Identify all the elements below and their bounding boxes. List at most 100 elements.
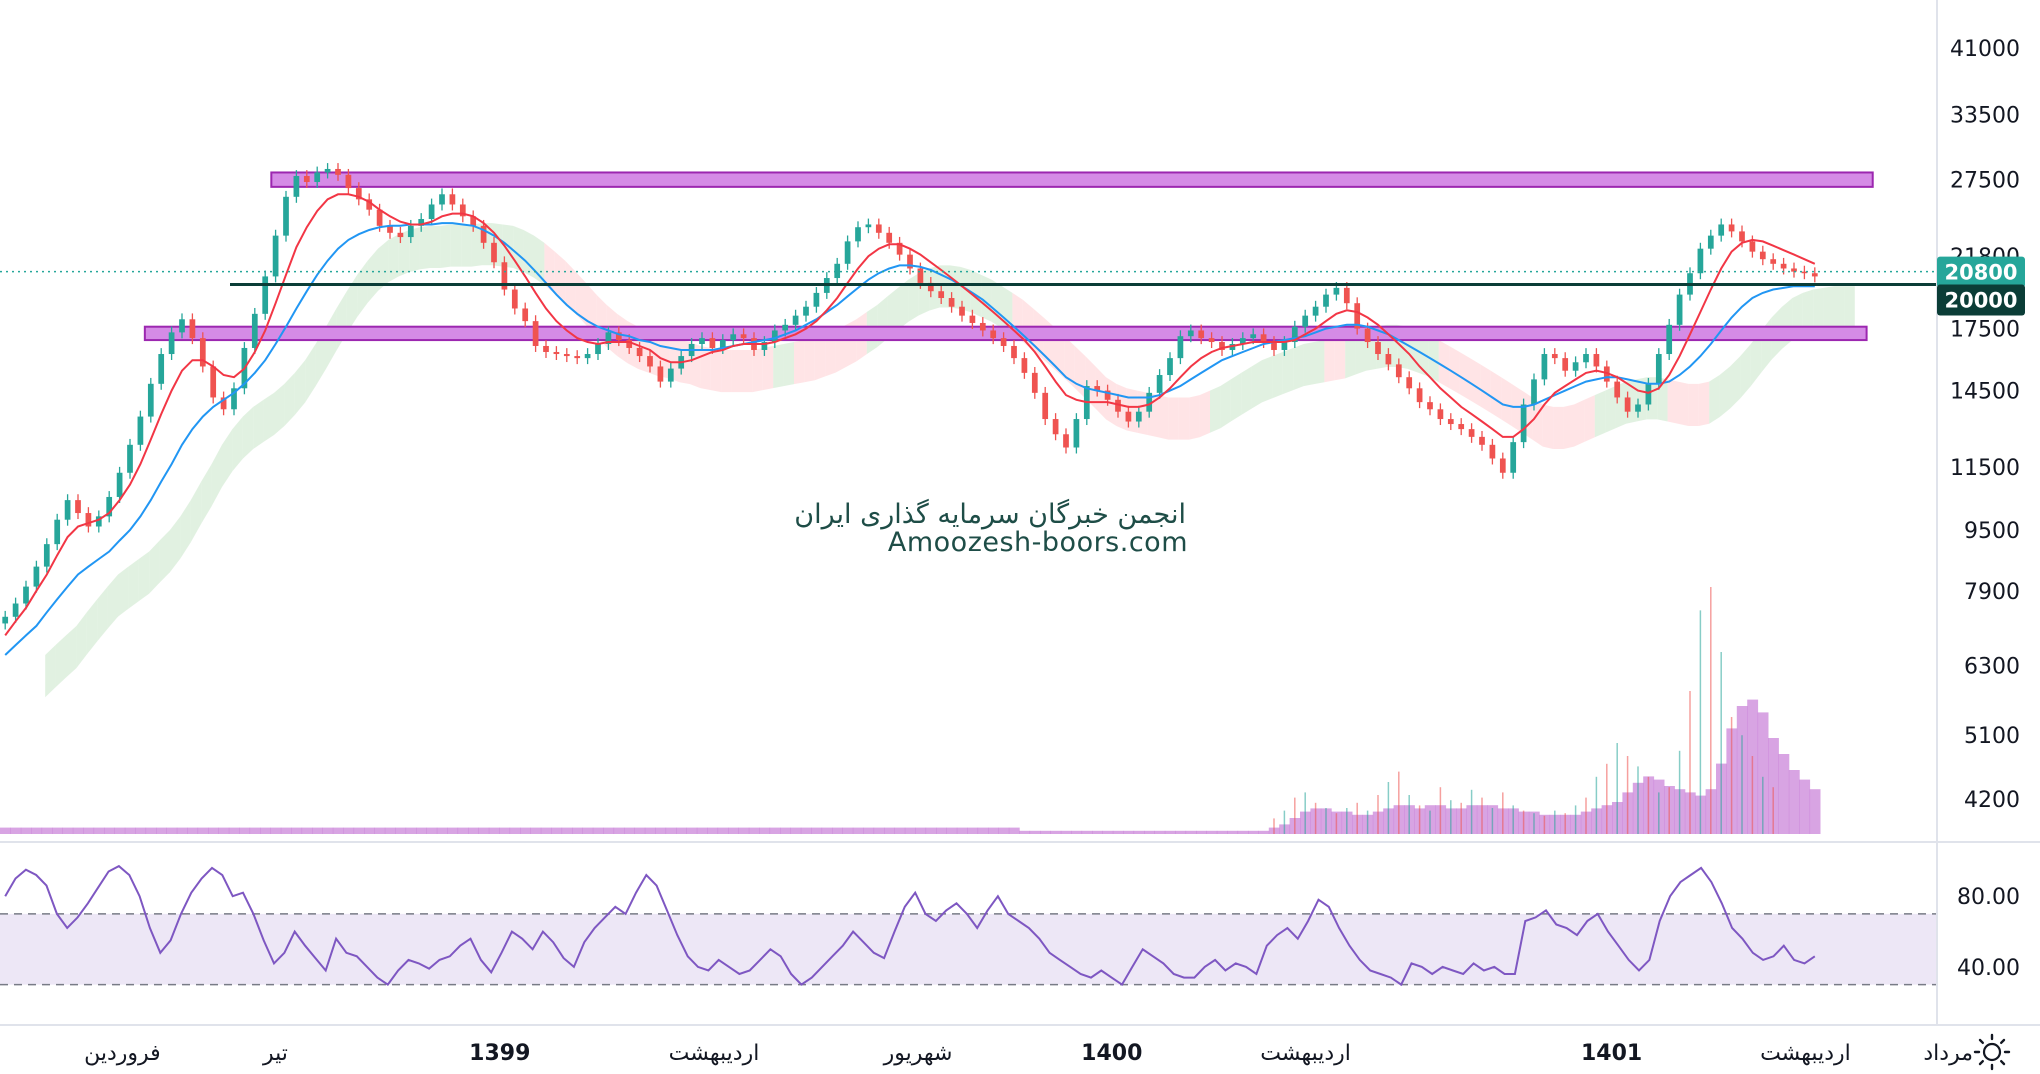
time-axis[interactable]: فروردین تیر 1399 اردیبهشت شهریور 1400 اردیبهشت…: [84, 1041, 1973, 1066]
cloud-segment: [773, 344, 784, 389]
volume-bar: [416, 827, 427, 834]
volume-bar: [1778, 754, 1790, 834]
cloud-segment: [440, 224, 451, 268]
candle-body: [532, 321, 539, 346]
cloud-segment: [1574, 399, 1585, 447]
candle-body: [959, 306, 965, 316]
cloud-segment: [190, 481, 202, 543]
candle-body: [1198, 330, 1205, 339]
cloud-segment: [1698, 381, 1710, 426]
candle-body: [387, 225, 393, 233]
candle-body: [54, 519, 61, 545]
volume-bar: [592, 827, 604, 834]
candle-body: [1489, 444, 1496, 459]
resistance-zone: [270, 171, 1874, 188]
volume-bar: [540, 827, 552, 834]
candle-body: [730, 334, 737, 341]
candle-body: [1052, 419, 1059, 435]
candle-body: [1375, 342, 1381, 355]
cloud-segment: [461, 224, 472, 267]
cloud-segment: [1688, 383, 1699, 426]
price-badge: [1937, 256, 2025, 288]
candle-body: [1749, 241, 1756, 252]
cloud-segment: [1345, 332, 1356, 379]
cloud-segment: [471, 223, 482, 267]
candle-body: [1302, 315, 1309, 327]
candle-body: [1583, 354, 1589, 363]
volume-bar: [218, 827, 230, 834]
candle-body: [1260, 334, 1267, 343]
cloud-segment: [1563, 404, 1574, 450]
cloud-segment: [1813, 287, 1824, 332]
volume-bar: [852, 827, 864, 834]
cloud-segment: [66, 625, 77, 678]
cloud-segment: [1740, 344, 1751, 399]
volume-bar: [436, 827, 448, 834]
volume-bar: [811, 827, 823, 834]
candle-body: [1146, 392, 1153, 412]
candle-body: [563, 354, 570, 357]
candle-body: [1333, 287, 1340, 295]
candle-body: [418, 219, 425, 226]
volume-bar: [187, 827, 199, 834]
candle-body: [1666, 324, 1673, 355]
volume-bar: [1809, 789, 1821, 834]
volume-bar: [780, 827, 791, 834]
rsi-axis[interactable]: 80.00 40.00: [1957, 885, 2020, 981]
volume-bar: [1768, 738, 1779, 834]
volume-bar: [863, 827, 875, 834]
volume-bar: [1008, 827, 1020, 834]
cloud-segment: [1428, 334, 1439, 383]
volume-bar: [925, 827, 937, 834]
cloud-segment: [783, 342, 794, 387]
candle-body: [324, 168, 331, 173]
cloud-segment: [1667, 379, 1678, 424]
volume-bar: [1092, 830, 1103, 834]
candle-body: [1707, 235, 1714, 249]
cloud-segment: [107, 574, 118, 629]
candle-body: [1572, 362, 1579, 371]
candle-body: [1291, 326, 1298, 343]
candle-body: [179, 319, 185, 333]
rsi-tick-label: 40.00: [1957, 956, 2020, 981]
candle-body: [1312, 306, 1319, 316]
cloud-segment: [118, 566, 129, 617]
cloud-segment: [1230, 372, 1242, 422]
cloud-segment: [1199, 390, 1210, 438]
cloud-segment: [1126, 388, 1138, 433]
volume-bar: [1227, 830, 1239, 834]
cloud-segment: [991, 279, 1002, 329]
candle-body: [865, 224, 872, 228]
volume-bar: [686, 827, 698, 834]
price-badge-label: 20800: [1944, 261, 2017, 285]
volume-bar: [1237, 830, 1249, 834]
candle-body: [1094, 386, 1101, 391]
candle-body: [1208, 338, 1215, 343]
cloud-segment: [138, 551, 150, 602]
candle-body: [1676, 294, 1683, 325]
cloud-segment: [409, 227, 420, 273]
cloud-segment: [1490, 370, 1502, 420]
candle-body: [1343, 287, 1350, 304]
watermark-line-2: Amoozesh-boors.com: [888, 527, 1188, 558]
sun-gear-icon[interactable]: [1973, 1033, 2011, 1071]
candle-body: [345, 174, 352, 189]
volume-bar: [977, 827, 989, 834]
candle-body: [1000, 338, 1007, 346]
volume-bar: [62, 827, 74, 834]
cloud-segment: [170, 516, 181, 573]
candle-body: [1718, 224, 1725, 236]
time-tick-label: فروردین: [84, 1041, 161, 1066]
candle-body: [210, 366, 217, 398]
volume-bar: [301, 827, 313, 834]
volume-bar: [936, 827, 947, 834]
volume-bar: [873, 827, 885, 834]
candle-body: [1395, 364, 1402, 378]
cloud-segment: [1241, 366, 1252, 416]
price-badges: 20800 20000: [1937, 256, 2025, 316]
volume-bar: [1788, 770, 1800, 834]
volume-bar: [1196, 830, 1207, 834]
candle-body: [1479, 436, 1485, 445]
volume-bar: [1164, 830, 1176, 834]
